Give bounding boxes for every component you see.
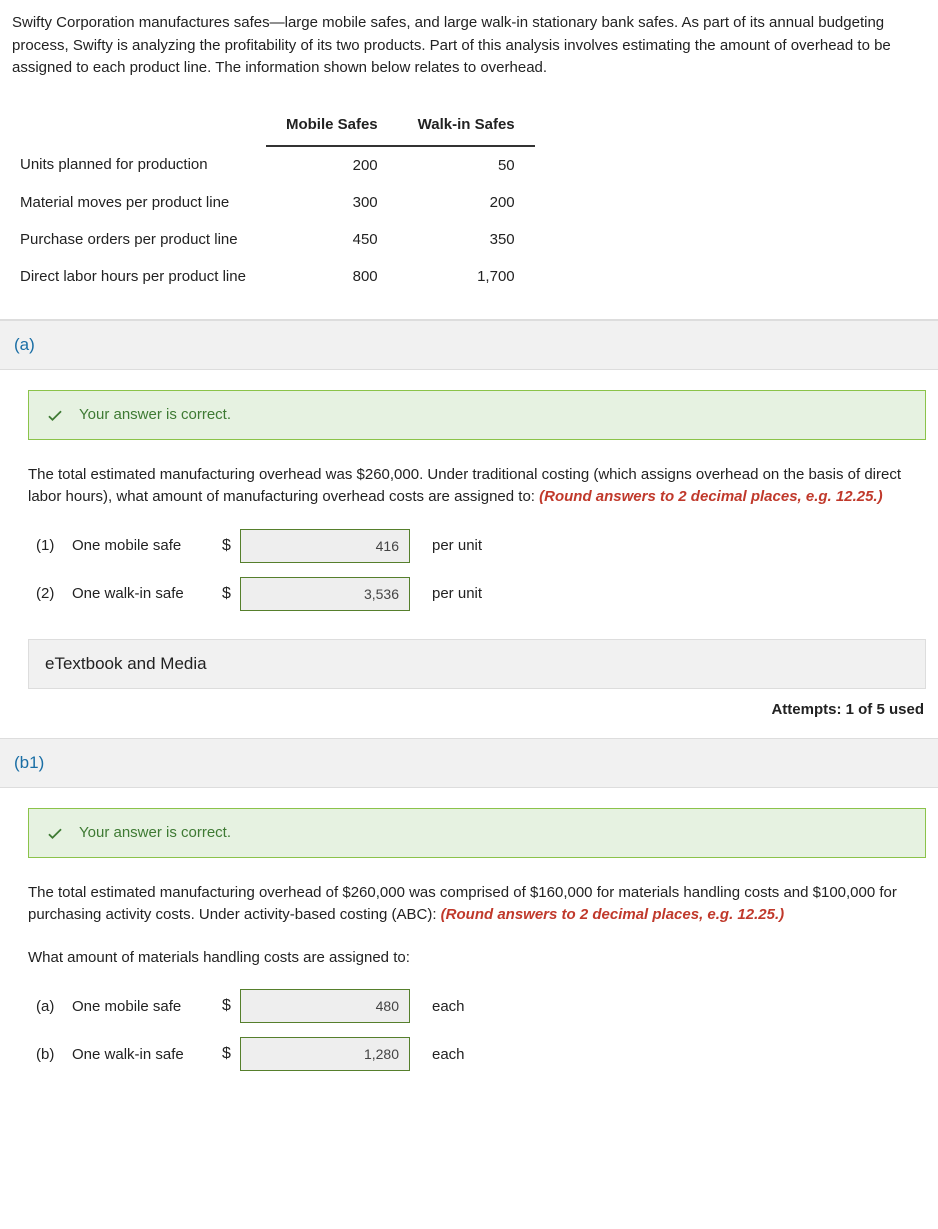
dollar-sign: $ [222,537,240,555]
cell: 1,700 [398,258,535,295]
table-row: Units planned for production 200 50 [12,146,535,184]
answer-desc: One mobile safe [72,537,222,554]
subquestion-b: What amount of materials handling costs … [28,947,926,970]
row-label: Purchase orders per product line [12,221,266,258]
cell: 200 [266,146,398,184]
answer-unit: per unit [410,537,482,554]
answer-index: (2) [28,585,72,602]
etextbook-button[interactable]: eTextbook and Media [28,639,926,689]
answer-row: (b) One walk-in safe $ each [28,1037,926,1071]
instruction-text: (Round answers to 2 decimal places, e.g.… [539,488,882,505]
answer-row: (a) One mobile safe $ each [28,989,926,1023]
row-label: Material moves per product line [12,184,266,221]
answer-index: (1) [28,537,72,554]
answer-unit: per unit [410,585,482,602]
answer-index: (a) [28,998,72,1015]
cell: 200 [398,184,535,221]
row-label: Direct labor hours per product line [12,258,266,295]
feedback-text: Your answer is correct. [79,824,231,841]
table-row: Direct labor hours per product line 800 … [12,258,535,295]
question-b: The total estimated manufacturing overhe… [28,882,926,927]
dollar-sign: $ [222,585,240,603]
answer-index: (b) [28,1046,72,1063]
instruction-text: (Round answers to 2 decimal places, e.g.… [441,906,784,923]
attempts-text: Attempts: 1 of 5 used [28,701,926,718]
section-a-header: (a) [0,320,938,370]
dollar-sign: $ [222,1045,240,1063]
answer-input-b2[interactable] [240,1037,410,1071]
cell: 800 [266,258,398,295]
row-label: Units planned for production [12,146,266,184]
cell: 50 [398,146,535,184]
answer-input-a1[interactable] [240,529,410,563]
cell: 300 [266,184,398,221]
cell: 450 [266,221,398,258]
problem-intro: Swifty Corporation manufactures safes—la… [12,12,926,80]
answer-input-b1[interactable] [240,989,410,1023]
check-icon [45,405,65,425]
answer-row: (2) One walk-in safe $ per unit [28,577,926,611]
check-icon [45,823,65,843]
feedback-text: Your answer is correct. [79,406,231,423]
table-row: Purchase orders per product line 450 350 [12,221,535,258]
col-walkin: Walk-in Safes [398,104,535,146]
table-row: Material moves per product line 300 200 [12,184,535,221]
answer-desc: One walk-in safe [72,1046,222,1063]
answer-unit: each [410,1046,465,1063]
feedback-correct: Your answer is correct. [28,808,926,858]
cell: 350 [398,221,535,258]
question-a: The total estimated manufacturing overhe… [28,464,926,509]
answer-desc: One walk-in safe [72,585,222,602]
col-mobile: Mobile Safes [266,104,398,146]
answer-desc: One mobile safe [72,998,222,1015]
answer-input-a2[interactable] [240,577,410,611]
dollar-sign: $ [222,997,240,1015]
feedback-correct: Your answer is correct. [28,390,926,440]
overhead-table: Mobile Safes Walk-in Safes Units planned… [12,104,535,295]
answer-unit: each [410,998,465,1015]
section-b-header: (b1) [0,738,938,788]
answer-row: (1) One mobile safe $ per unit [28,529,926,563]
